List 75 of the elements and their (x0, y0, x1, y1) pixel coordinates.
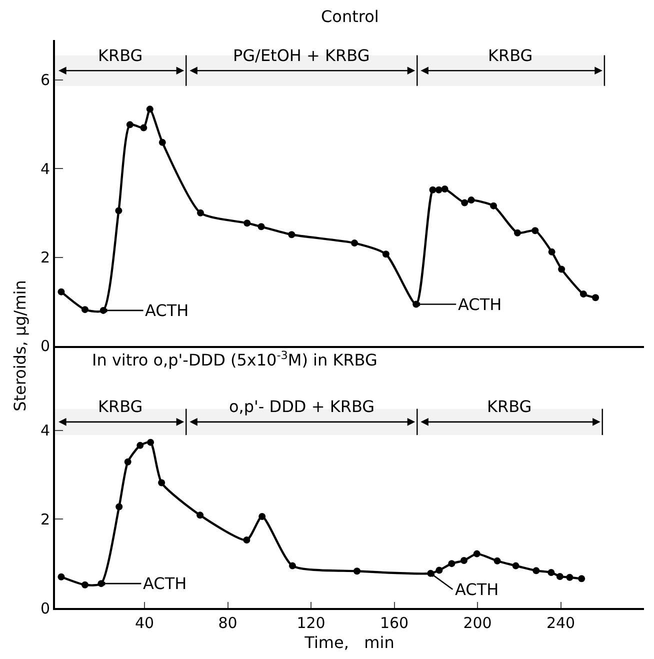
point (592, 294, 600, 302)
point (580, 290, 587, 298)
annotation: ACTH (143, 574, 187, 593)
x-tick-label: 200 (463, 614, 492, 632)
point (146, 106, 154, 113)
point (258, 223, 265, 230)
point (512, 562, 520, 570)
point (566, 574, 574, 581)
annotation: ACTH (145, 301, 189, 320)
band-label: PG/EtOH + KRBG (233, 46, 370, 65)
point (258, 512, 266, 520)
chart-title: In vitro o,p'-DDD (5x10$^{-3}$M) in KRBG (92, 349, 378, 370)
point (468, 196, 475, 204)
point (494, 557, 501, 564)
annotation: ACTH (458, 295, 502, 314)
point (116, 503, 123, 510)
point (158, 138, 166, 146)
point (461, 199, 468, 206)
y-tick-label: 0 (40, 599, 50, 618)
x-tick-label: 240 (546, 614, 576, 632)
point (448, 560, 456, 568)
chart-title: Control (321, 7, 379, 26)
point (578, 575, 586, 582)
point (436, 566, 443, 574)
point (558, 266, 566, 273)
point (532, 227, 539, 234)
point (441, 185, 448, 192)
point (81, 581, 88, 588)
point (81, 306, 88, 314)
point (126, 121, 134, 128)
y-tick-label: 2 (40, 510, 50, 528)
point (548, 248, 556, 256)
band-label: KRBG (98, 46, 143, 65)
band-label: KRBG (488, 46, 533, 65)
point (124, 458, 132, 466)
x-tick-label: 160 (380, 614, 409, 632)
point (288, 562, 296, 570)
band-label: KRBG (98, 397, 143, 416)
point (460, 556, 468, 564)
point (548, 568, 555, 576)
y-tick-label: 6 (40, 71, 50, 90)
point (288, 231, 296, 238)
point (532, 567, 540, 574)
point (382, 250, 390, 258)
x-tick-label: 80 (218, 614, 238, 632)
band-label: o,p'- DDD + KRBG (229, 397, 375, 416)
y-tick-label: 4 (40, 422, 50, 440)
point (243, 536, 250, 544)
point (115, 207, 122, 214)
point (147, 438, 154, 446)
point (58, 288, 65, 296)
annotation: ACTH (455, 580, 499, 599)
point (351, 240, 358, 247)
point (196, 512, 204, 519)
point (490, 202, 498, 210)
x-axis-title: Time, min (304, 633, 394, 652)
point (140, 124, 148, 132)
point (473, 550, 480, 558)
y-axis-title: Steroids, μg/min (10, 280, 30, 412)
point (244, 220, 251, 227)
point (435, 186, 442, 194)
point (429, 186, 436, 194)
point (514, 229, 521, 236)
point (136, 442, 144, 449)
y-tick-label: 0 (40, 337, 50, 356)
point (556, 572, 564, 580)
band-label: KRBG (487, 397, 532, 416)
x-tick-label: 40 (134, 614, 154, 632)
x-tick-label: 120 (296, 614, 326, 632)
point (353, 568, 360, 575)
y-tick-label: 4 (40, 160, 50, 178)
y-tick-label: 2 (40, 248, 50, 266)
point (196, 209, 204, 216)
point (158, 479, 166, 486)
point (58, 573, 65, 580)
